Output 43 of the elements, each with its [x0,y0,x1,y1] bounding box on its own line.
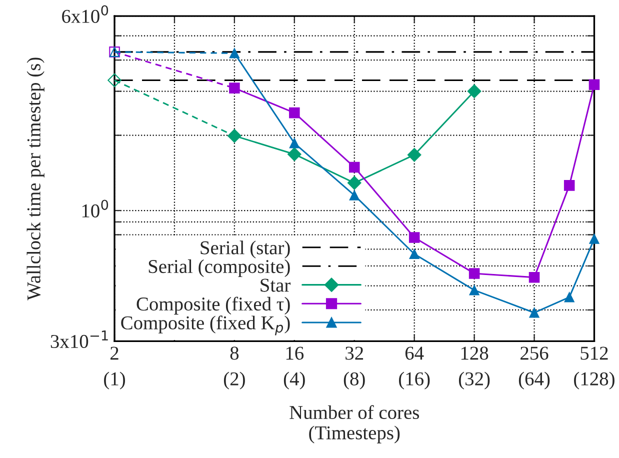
x-tick-label: 2 [110,346,118,360]
point [408,232,420,243]
text: (8) [344,372,365,390]
x-tick-label: 16 [286,346,304,360]
y-axis-title: Wallclock time per timestep (s) [26,58,44,300]
point [407,148,422,162]
point [347,176,362,190]
point [289,107,300,118]
legend-label: Star [260,278,291,292]
text: (4) [284,372,305,390]
x-tick-label: 8 [230,346,239,360]
point [528,272,540,283]
point [349,190,360,200]
legend-label: Serial (composite) [148,259,290,278]
legend-label: Serial (star) [200,240,290,258]
x-tick-label: 256 [520,346,548,360]
text: (128) [574,372,614,390]
text: (16) [399,372,430,390]
point [229,82,240,94]
y-tick-label: 10$^{0}$ [82,200,108,218]
y-tick-label: 3x10$^{−1}$ [50,330,108,348]
text: (32) [458,372,490,390]
point [228,128,242,143]
text: (64) [518,372,550,390]
point [529,308,540,318]
point [469,285,480,296]
text: (1) [104,372,125,390]
point [288,147,302,162]
x-tick-label: 128 [461,346,488,360]
y-tick-label: 6x10$^{0}$ [62,5,108,23]
point [409,248,420,260]
x-tick-label: 512 [580,346,608,360]
x-tick-label: 32 [346,346,364,360]
x-tick-label: 64 [405,346,424,360]
point [468,268,480,279]
point [467,84,482,98]
point [348,162,360,173]
point [229,48,240,58]
point [289,138,300,148]
text: (2) [224,372,245,390]
x-axis-title: Number of cores (Timesteps) [290,405,420,444]
legend-label: Composite (fixed τ) [136,296,290,315]
legend-label: Composite (fixed K$_{p}$) [121,316,290,336]
